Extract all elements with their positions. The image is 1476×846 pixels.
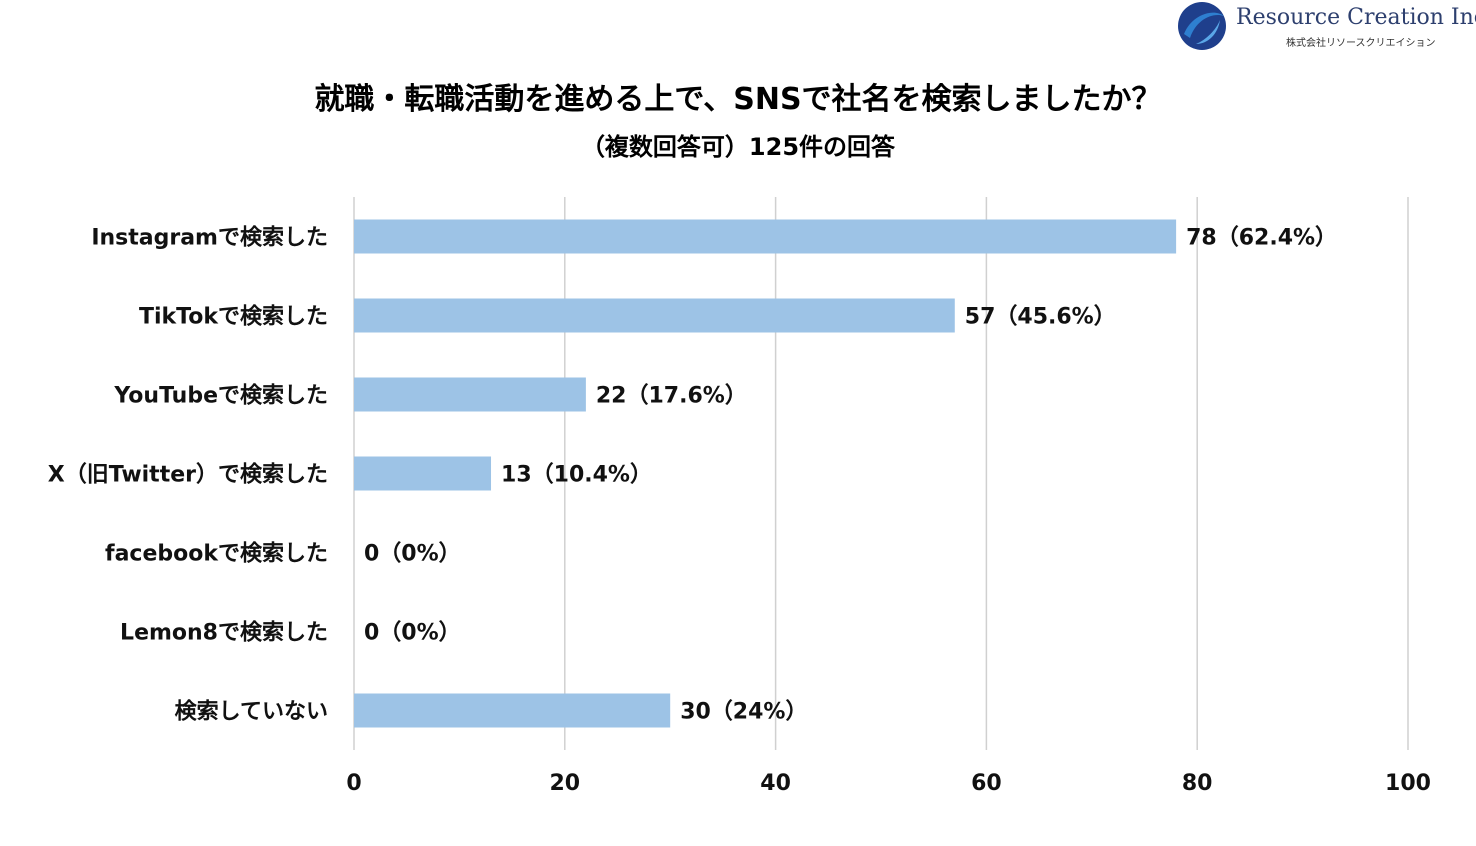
bars bbox=[354, 219, 1177, 728]
x-tick-label: 100 bbox=[1385, 771, 1431, 796]
bar bbox=[354, 219, 1177, 254]
data-label: 0（0%） bbox=[364, 621, 461, 646]
data-label: 57（45.6%） bbox=[965, 305, 1116, 330]
category-label: Lemon8で検索した bbox=[120, 621, 328, 646]
x-tick-label: 80 bbox=[1182, 771, 1213, 796]
category-labels: Instagramで検索した TikTokで検索した YouTubeで検索した X（旧… bbox=[48, 226, 328, 725]
category-label: X（旧Twitter）で検索した bbox=[48, 463, 328, 488]
data-label: 22（17.6%） bbox=[596, 384, 747, 409]
x-tick-label: 40 bbox=[760, 771, 791, 796]
chart-subtitle: （複数回答可）125件の回答 bbox=[580, 133, 896, 161]
bar bbox=[354, 456, 492, 491]
data-label: 13（10.4%） bbox=[501, 463, 652, 488]
bar bbox=[354, 298, 955, 333]
chart-title: 就職・転職活動を進める上で、SNSで社名を検索しましたか？ bbox=[314, 82, 1162, 117]
data-label: 0（0%） bbox=[364, 542, 461, 567]
data-label: 30（24%） bbox=[680, 700, 807, 725]
data-labels: 78（62.4%） 57（45.6%） 22（17.6%） 13（10.4%） 0（0%… bbox=[364, 226, 1337, 725]
x-tick-label: 0 bbox=[346, 771, 361, 796]
logo-company-name: Resource Creation Inc. bbox=[1236, 5, 1476, 30]
x-tick-label: 60 bbox=[971, 771, 1002, 796]
bar bbox=[354, 377, 586, 412]
category-label: TikTokで検索した bbox=[139, 305, 328, 330]
category-label: YouTubeで検索した bbox=[113, 384, 328, 409]
company-logo: Resource Creation Inc. 株式会社リソースクリエイション bbox=[1172, 0, 1476, 52]
x-tick-label: 20 bbox=[549, 771, 580, 796]
bar bbox=[354, 693, 671, 728]
category-label: facebookで検索した bbox=[105, 542, 328, 567]
logo-icon bbox=[1178, 2, 1226, 50]
x-axis-tick-labels: 0 20 40 60 80 100 bbox=[346, 771, 1431, 796]
logo-company-subname: 株式会社リソースクリエイション bbox=[1286, 38, 1436, 49]
category-label: 検索していない bbox=[175, 700, 328, 725]
data-label: 78（62.4%） bbox=[1186, 226, 1337, 251]
category-label: Instagramで検索した bbox=[91, 226, 328, 251]
